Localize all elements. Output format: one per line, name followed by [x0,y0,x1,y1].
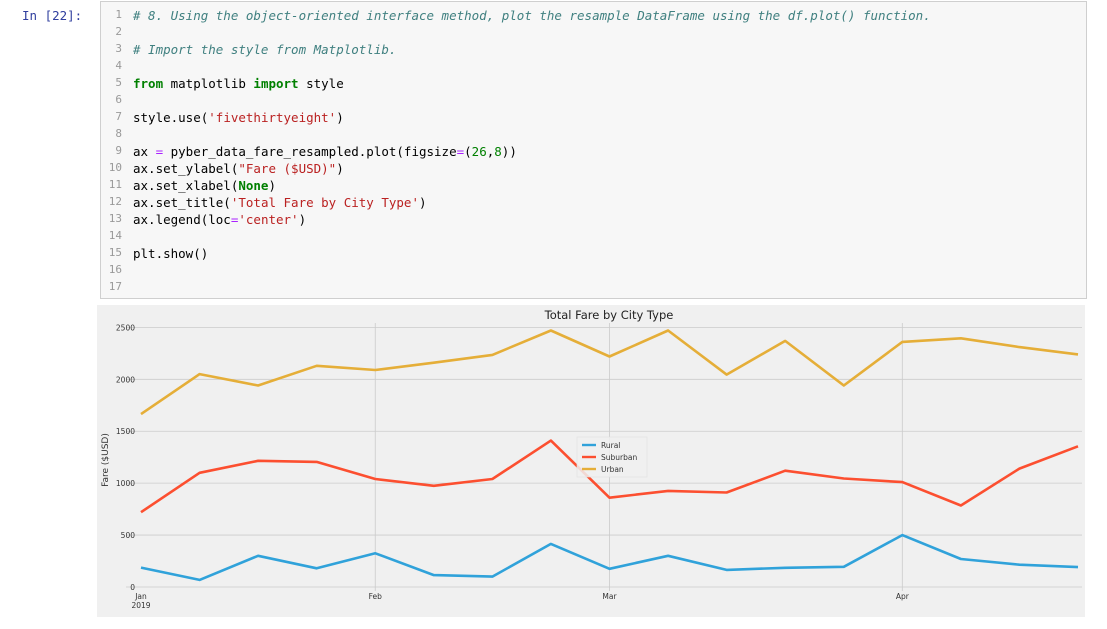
y-tick-label: 500 [121,531,136,540]
code-line-3: # Import the style from Matplotlib. [133,42,397,57]
fare-line-chart: Total Fare by City Type Fare ($USD) 0 500… [97,305,1085,617]
legend-label: Suburban [601,453,637,462]
y-tick-label: 2500 [116,323,135,332]
code-line-15: plt.show() [133,246,209,261]
line-number: 12 [108,195,122,208]
cell-output: Total Fare by City Type Fare ($USD) 0 500… [97,305,1085,621]
series-lines [140,329,1079,582]
y-tick-labels: 0 500 1000 1500 2000 2500 [116,323,135,592]
line-number: 5 [115,76,122,89]
y-tick-label: 2000 [116,375,135,384]
code-line-10: ax.set_ylabel("Fare ($USD)") [133,161,344,176]
series-line-urban [140,329,1079,416]
series-line-rural [140,533,1079,582]
x-tick-label: Mar [602,592,617,601]
code-line-12: ax.set_title('Total Fare by City Type') [133,195,427,210]
code-line-11: ax.set_xlabel(None) [133,178,276,193]
line-number: 1 [115,8,122,21]
line-number: 11 [108,178,122,191]
line-number: 2 [115,25,122,38]
y-tick-label: 0 [130,583,135,592]
code-line-5: from matplotlib import style [133,76,344,91]
line-number: 3 [115,42,122,55]
chart-title: Total Fare by City Type [544,308,674,322]
line-number: 15 [108,246,122,259]
line-number: 16 [108,263,122,276]
line-number: 4 [115,59,122,72]
legend-label: Rural [601,441,620,450]
x-tick-sublabel: 2019 [131,601,150,610]
line-number: 17 [108,280,122,293]
code-line-13: ax.legend(loc='center') [133,212,307,227]
x-tick-label: Jan [134,592,147,601]
chart-legend: Rural Suburban Urban [576,436,648,478]
code-cell[interactable]: 1 2 3 4 5 6 7 8 9 10 11 12 13 14 15 16 17 # 8. Using the… [100,1,1087,299]
code-editor[interactable]: # 8. Using the object-oriented interface… [133,2,1086,298]
code-line-9: ax = pyber_data_fare_resampled.plot(figs… [133,144,517,159]
line-numbers: 1 2 3 4 5 6 7 8 9 10 11 12 13 14 15 16 17 [101,2,125,298]
y-tick-label: 1000 [116,479,135,488]
y-tick-label: 1500 [116,427,135,436]
line-number: 14 [108,229,122,242]
x-tick-label: Apr [896,592,910,601]
code-line-7: style.use('fivethirtyeight') [133,110,344,125]
y-axis-label: Fare ($USD) [101,433,111,487]
series-line-suburban [140,439,1079,514]
line-number: 10 [108,161,122,174]
legend-label: Urban [601,465,624,474]
line-number: 7 [115,110,122,123]
line-number: 8 [115,127,122,140]
line-number: 13 [108,212,122,225]
x-tick-label: Feb [369,592,383,601]
code-line-1: # 8. Using the object-oriented interface… [133,8,931,23]
line-number: 9 [115,144,122,157]
line-number: 6 [115,93,122,106]
cell-prompt: In [22]: [22,8,83,23]
